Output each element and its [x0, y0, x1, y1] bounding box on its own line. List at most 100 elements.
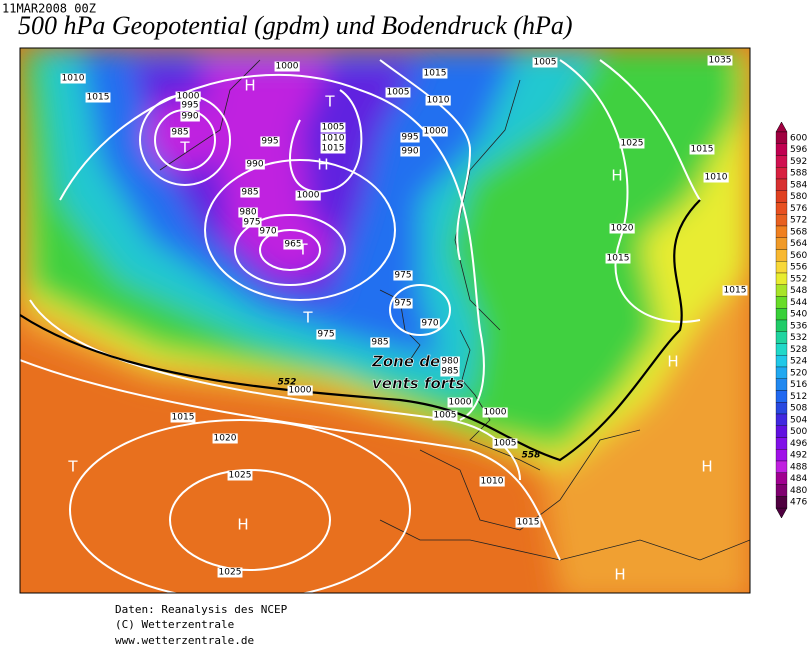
pressure-center: H: [237, 516, 248, 534]
pressure-label: 1015: [172, 413, 195, 423]
label-background: [85, 92, 111, 103]
colorbar-swatch: [775, 261, 788, 274]
label-background: [175, 91, 201, 102]
label-background: [447, 397, 473, 408]
colorbar-swatch: [775, 378, 788, 391]
pressure-label: 970: [421, 319, 438, 329]
label-background: [703, 172, 729, 183]
footer-line: Daten: Reanalysis des NCEP: [115, 603, 288, 616]
colorbar-swatch: [775, 155, 788, 168]
colorbar-swatch: [775, 284, 788, 297]
pressure-label: 1000: [424, 127, 447, 137]
label-background: [432, 410, 458, 421]
colorbar-swatch: [775, 437, 788, 450]
pressure-label: 1015: [517, 518, 540, 528]
label-background: [60, 73, 86, 84]
pressure-label: 1000: [289, 386, 312, 396]
colorbar-swatch: [775, 190, 788, 203]
label-background: [287, 385, 313, 396]
colorbar-label: 528: [790, 345, 807, 355]
colorbar-label: 532: [790, 333, 807, 343]
label-background: [422, 126, 448, 137]
pressure-center: T: [324, 93, 335, 111]
pressure-label: 1000: [297, 191, 320, 201]
colorbar-swatch: [775, 143, 788, 156]
pressure-label: 985: [171, 128, 188, 138]
pressure-label: 1010: [322, 134, 345, 144]
colorbar-label: 588: [790, 169, 807, 179]
pressure-label: 1015: [607, 254, 630, 264]
colorbar-label: 512: [790, 392, 807, 402]
pressure-center: T: [297, 241, 308, 259]
colorbar-swatch: [775, 460, 788, 473]
label-background: [707, 55, 733, 66]
colorbar-label: 580: [790, 192, 807, 202]
label-background: [440, 356, 460, 367]
colorbar-label: 584: [790, 180, 807, 190]
colorbar-label: 552: [790, 274, 807, 284]
pressure-label: 1015: [322, 144, 345, 154]
pressure-label: 995: [401, 133, 418, 143]
label-background: [258, 226, 278, 237]
colorbar-swatch: [775, 202, 788, 215]
label-background: [393, 298, 413, 309]
pressure-label: 1015: [724, 286, 747, 296]
colorbar-swatch: [775, 225, 788, 238]
colorbar-swatch: [775, 355, 788, 368]
pressure-label: 1010: [427, 96, 450, 106]
colorbar-swatch: [775, 449, 788, 462]
footer-line: www.wetterzentrale.de: [115, 634, 254, 646]
pressure-label: 1000: [276, 62, 299, 72]
label-background: [515, 517, 541, 528]
colorbar-swatch: [775, 214, 788, 227]
label-background: [240, 187, 260, 198]
pressure-center: H: [701, 458, 712, 476]
pressure-label: 1000: [177, 92, 200, 102]
pressure-label: 1000: [449, 398, 472, 408]
label-background: [238, 207, 258, 218]
pressure-label: 1015: [424, 69, 447, 79]
pressure-label: 975: [243, 218, 260, 228]
footer-line: (C) Wetterzentrale: [115, 618, 234, 631]
pressure-label: 1005: [322, 123, 345, 133]
label-background: [400, 146, 420, 157]
pressure-label: 1025: [621, 139, 644, 149]
label-background: [295, 190, 321, 201]
colorbar-arrow-bottom: [775, 507, 788, 519]
colorbar-swatch: [775, 343, 788, 356]
colorbar-swatch: [775, 237, 788, 250]
pressure-label: 1005: [534, 58, 557, 68]
pressure-label: 1015: [87, 93, 110, 103]
colorbar-label: 572: [790, 216, 807, 226]
label-background: [609, 223, 635, 234]
label-background: [320, 143, 346, 154]
label-background: [212, 433, 238, 444]
label-background: [482, 407, 508, 418]
pressure-label: 1005: [387, 88, 410, 98]
pressure-center: T: [179, 139, 190, 157]
colorbar-label: 500: [790, 427, 807, 437]
map-title: 500 hPa Geopotential (gpdm) und Bodendru…: [18, 11, 573, 40]
annotation: vents forts: [372, 375, 464, 393]
colorbar-label: 504: [790, 415, 807, 425]
colorbar-swatch: [775, 472, 788, 485]
pressure-label: 1010: [62, 74, 85, 84]
label-background: [400, 132, 420, 143]
colorbar-swatch: [775, 496, 788, 509]
label-background: [320, 122, 346, 133]
colorbar-swatch: [775, 296, 788, 309]
colorbar-label: 516: [790, 380, 807, 390]
pressure-label: 975: [394, 271, 411, 281]
colorbar-label: 556: [790, 263, 807, 273]
colorbar-label: 576: [790, 204, 807, 214]
colorbar-swatch: [775, 402, 788, 415]
label-background: [619, 138, 645, 149]
colorbar-label: 524: [790, 357, 807, 367]
label-background: [422, 68, 448, 79]
label-background: [393, 270, 413, 281]
pressure-label: 1010: [705, 173, 728, 183]
pressure-label: 1020: [214, 434, 237, 444]
pressure-label: 985: [371, 338, 388, 348]
